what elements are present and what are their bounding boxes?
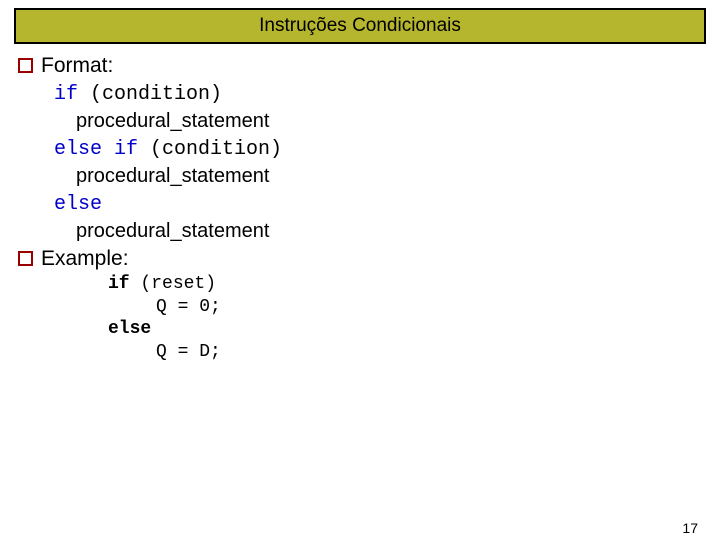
bullet-box-icon [18, 251, 33, 266]
example-line-3: else [108, 318, 702, 341]
format-block: if (condition) procedural_statement else… [54, 80, 702, 245]
example-kw-if: if [108, 274, 130, 294]
page-number: 17 [682, 520, 698, 536]
keyword-else-if: else if [54, 138, 138, 161]
example-line-2: Q = 0; [156, 296, 702, 319]
slide-title-bar: Instruções Condicionais [14, 8, 706, 44]
example-line-4: Q = D; [156, 341, 702, 364]
format-line-3-rest: (condition) [138, 138, 282, 161]
example-l1-rest: (reset) [130, 274, 216, 294]
bullet-format: Format: [18, 54, 702, 78]
format-line-6: procedural_statement [76, 218, 702, 245]
slide-title: Instruções Condicionais [259, 15, 461, 37]
example-line-1: if (reset) [108, 273, 702, 296]
keyword-else: else [54, 193, 102, 216]
format-line-4: procedural_statement [76, 163, 702, 190]
bullet-box-icon [18, 58, 33, 73]
bullet-format-label: Format: [41, 54, 113, 78]
slide-content: Format: if (condition) procedural_statem… [0, 44, 720, 363]
format-line-2: procedural_statement [76, 108, 702, 135]
format-line-1: if (condition) [54, 80, 702, 108]
format-line-5: else [54, 190, 702, 218]
format-line-1-rest: (condition) [78, 83, 222, 106]
format-line-3: else if (condition) [54, 135, 702, 163]
keyword-if: if [54, 83, 78, 106]
example-kw-else: else [108, 319, 151, 339]
bullet-example: Example: [18, 247, 702, 271]
bullet-example-label: Example: [41, 247, 129, 271]
example-block: if (reset) Q = 0; else Q = D; [108, 273, 702, 363]
